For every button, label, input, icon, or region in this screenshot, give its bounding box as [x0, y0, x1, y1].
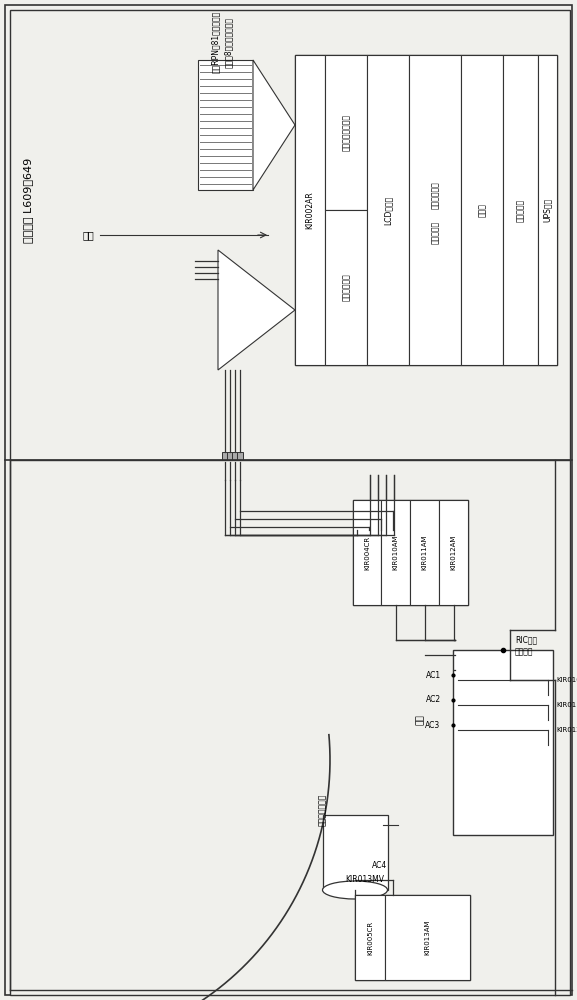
Bar [222, 452, 228, 462]
Polygon shape [253, 60, 295, 190]
Text: KIR002AR: KIR002AR [305, 191, 314, 229]
Bar [227, 452, 233, 462]
Text: 电源分配器: 电源分配器 [516, 198, 525, 222]
Text: KIR011MV: KIR011MV [556, 702, 577, 708]
Text: 信号调理设备: 信号调理设备 [342, 274, 350, 301]
Text: 电源: 电源 [82, 230, 94, 240]
Bar [325, 210, 367, 365]
Text: UPS电源: UPS电源 [543, 198, 552, 222]
Text: 传感探头: 传感探头 [515, 648, 534, 656]
Text: KIR004CR: KIR004CR [364, 535, 370, 570]
Ellipse shape [323, 881, 388, 899]
Text: RIC变量: RIC变量 [515, 636, 537, 645]
Bar [538, 55, 557, 365]
Text: AC1: AC1 [425, 670, 441, 680]
Bar [325, 55, 367, 210]
Bar [295, 55, 557, 365]
Text: 信号和8路中子电平信号: 信号和8路中子电平信号 [223, 16, 233, 68]
Bar [355, 895, 385, 980]
Text: KIR013AM: KIR013AM [425, 920, 430, 955]
Bar [232, 452, 238, 462]
Text: 振动分析与采: 振动分析与采 [430, 181, 440, 209]
Bar [410, 500, 439, 605]
Bar [355, 895, 470, 980]
Text: KIR010MV: KIR010MV [556, 677, 577, 683]
Text: KIR012AM: KIR012AM [451, 535, 456, 570]
Text: KIR011AM: KIR011AM [422, 535, 428, 570]
Bar [503, 55, 538, 365]
Bar [381, 500, 410, 605]
Polygon shape [218, 250, 295, 370]
Bar [237, 452, 243, 462]
Bar [409, 55, 461, 365]
Bar [10, 460, 570, 995]
Bar [453, 650, 553, 835]
Text: 打印机: 打印机 [478, 203, 486, 217]
Bar [385, 895, 470, 980]
Bar [198, 60, 253, 190]
Text: KIR012MV: KIR012MV [556, 727, 577, 733]
Bar [367, 55, 409, 365]
Bar [353, 500, 381, 605]
Text: KIR005CR: KIR005CR [367, 920, 373, 955]
Bar [323, 815, 388, 890]
Bar [353, 500, 468, 605]
Bar [295, 55, 325, 365]
Text: 来自RPN的81路中子电离: 来自RPN的81路中子电离 [211, 11, 219, 73]
Text: AC4: AC4 [372, 860, 388, 869]
Text: LCD显示器: LCD显示器 [384, 195, 392, 225]
Text: 温度表、机柜控制: 温度表、机柜控制 [342, 114, 350, 151]
Text: 电气厂房 L609、649: 电气厂房 L609、649 [23, 157, 33, 243]
Text: 堆坑: 堆坑 [415, 715, 425, 725]
Text: KIR010AM: KIR010AM [392, 535, 399, 570]
Text: AC3: AC3 [425, 720, 441, 730]
Bar [10, 10, 570, 460]
Bar [461, 55, 503, 365]
Bar [439, 500, 468, 605]
Text: 反应堆压力容器: 反应堆压力容器 [317, 794, 327, 826]
Text: KIR013MV: KIR013MV [346, 876, 384, 884]
Text: AC2: AC2 [425, 696, 441, 704]
Text: 集系统设备: 集系统设备 [430, 220, 440, 244]
